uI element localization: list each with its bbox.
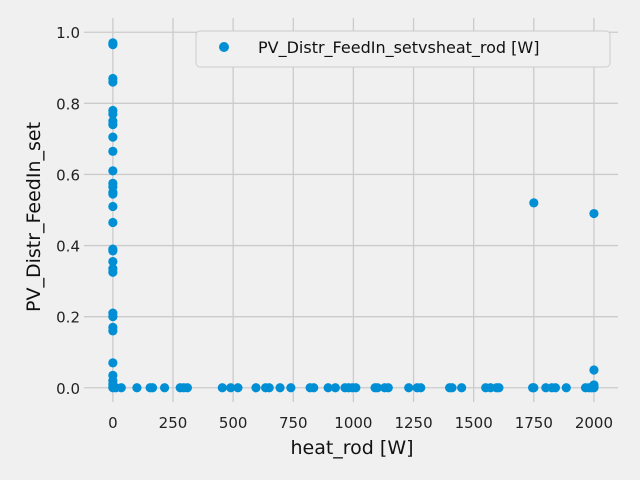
legend-marker xyxy=(219,42,229,52)
data-point xyxy=(494,383,504,393)
data-point xyxy=(351,383,361,393)
y-axis-ticks: 0.0 0.2 0.4 0.6 0.8 1.0 xyxy=(56,24,80,398)
data-point xyxy=(404,383,414,393)
data-point xyxy=(233,383,243,393)
x-tick-label: 1750 xyxy=(515,414,553,432)
x-tick-label: 1000 xyxy=(334,414,372,432)
data-points xyxy=(108,38,599,393)
y-axis-label: PV_Distr_FeedIn_set xyxy=(23,122,45,312)
data-point xyxy=(529,198,539,208)
data-point xyxy=(108,166,118,176)
data-point xyxy=(108,40,118,50)
data-point xyxy=(447,383,457,393)
data-point xyxy=(159,383,170,393)
data-point xyxy=(116,383,126,393)
data-point xyxy=(529,383,539,393)
data-point xyxy=(286,383,296,393)
data-point xyxy=(108,132,118,142)
data-point xyxy=(132,383,142,393)
data-point xyxy=(108,358,118,368)
legend-label: PV_Distr_FeedIn_setvsheat_rod [W] xyxy=(258,38,539,58)
grid-lines xyxy=(84,18,618,402)
data-point xyxy=(330,383,340,393)
data-point xyxy=(226,383,236,393)
data-point xyxy=(108,217,118,228)
x-tick-label: 250 xyxy=(159,414,188,432)
data-point xyxy=(264,383,274,393)
data-point xyxy=(589,208,599,219)
data-point xyxy=(251,383,261,393)
y-tick-label: 0.6 xyxy=(56,166,80,184)
y-tick-label: 0.2 xyxy=(56,309,80,327)
data-point xyxy=(550,383,561,393)
data-point xyxy=(323,383,333,393)
data-point xyxy=(589,365,599,375)
x-tick-label: 2000 xyxy=(575,414,613,432)
data-point xyxy=(217,383,227,393)
data-point xyxy=(108,146,118,156)
y-tick-label: 0.8 xyxy=(56,95,80,113)
data-point xyxy=(309,383,319,393)
data-point xyxy=(182,383,193,393)
data-point xyxy=(108,246,118,256)
x-axis-label: heat_rod [W] xyxy=(290,437,413,459)
data-point xyxy=(108,77,118,87)
data-point xyxy=(108,109,118,119)
y-tick-label: 0.4 xyxy=(56,238,80,256)
x-tick-label: 0 xyxy=(108,414,118,432)
data-point xyxy=(457,383,467,393)
data-point xyxy=(372,383,383,393)
x-tick-label: 1500 xyxy=(455,414,493,432)
x-tick-label: 500 xyxy=(219,414,248,432)
data-point xyxy=(589,380,599,390)
data-point xyxy=(416,383,426,393)
data-point xyxy=(108,312,118,322)
data-point xyxy=(147,383,158,393)
data-point xyxy=(108,326,118,336)
y-tick-label: 0.0 xyxy=(56,380,80,398)
x-tick-label: 750 xyxy=(279,414,308,432)
data-point xyxy=(108,120,118,130)
x-axis-ticks: 0 250 500 750 1000 1250 1500 1750 2000 xyxy=(108,414,613,432)
x-tick-label: 1250 xyxy=(394,414,432,432)
y-tick-label: 1.0 xyxy=(56,24,80,42)
data-point xyxy=(108,256,118,267)
data-point xyxy=(561,383,571,393)
legend-box xyxy=(195,30,611,68)
data-point xyxy=(108,267,118,277)
data-point xyxy=(108,189,118,199)
data-point xyxy=(108,201,118,212)
data-point xyxy=(383,383,393,393)
legend: PV_Distr_FeedIn_setvsheat_rod [W] xyxy=(195,30,611,68)
data-point xyxy=(275,383,285,393)
